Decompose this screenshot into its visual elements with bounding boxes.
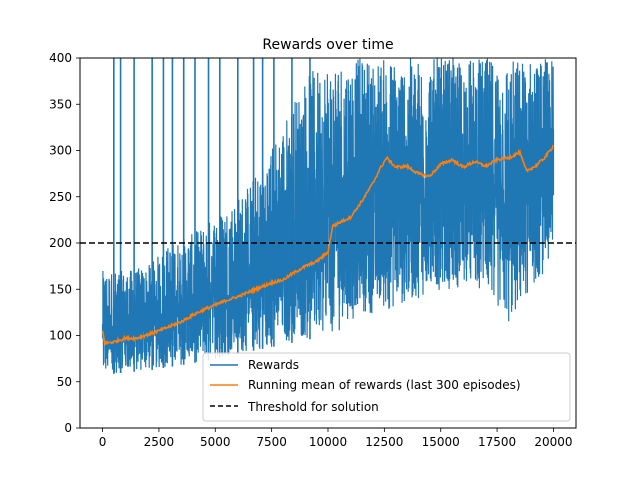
series-running-mean-line [101, 144, 555, 347]
x-tick-label: 15000 [422, 435, 460, 449]
plot-area [80, 58, 576, 374]
legend-box [202, 352, 571, 422]
y-tick-label: 100 [49, 329, 72, 343]
x-tick-label: 17500 [478, 435, 516, 449]
x-tick-label: 12500 [365, 435, 403, 449]
x-tick-label: 7500 [256, 435, 287, 449]
y-axis: 0 50 100 150 200 250 300 350 400 [49, 51, 80, 435]
y-tick-label: 250 [49, 190, 72, 204]
legend-label-threshold: Threshold for solution [247, 400, 379, 414]
y-tick-label: 400 [49, 51, 72, 65]
y-tick-label: 300 [49, 144, 72, 158]
y-tick-label: 350 [49, 97, 72, 111]
series-rewards-line [101, 58, 555, 373]
y-tick-label: 50 [57, 375, 72, 389]
x-axis: 0 2500 5000 7500 10000 12500 15000 17500 20000 [99, 428, 573, 449]
x-tick-label: 5000 [200, 435, 231, 449]
legend-label-running-mean: Running mean of rewards (last 300 episod… [248, 378, 521, 392]
x-tick-label: 0 [99, 435, 107, 449]
y-tick-label: 150 [49, 282, 72, 296]
x-tick-label: 20000 [534, 435, 572, 449]
legend: Rewards Running mean of rewards (last 30… [202, 352, 571, 422]
y-tick-label: 200 [49, 236, 72, 250]
y-tick-label: 0 [64, 421, 72, 435]
x-tick-label: 10000 [309, 435, 347, 449]
x-tick-label: 2500 [144, 435, 175, 449]
legend-label-rewards: Rewards [248, 358, 299, 372]
chart-title: Rewards over time [262, 37, 393, 53]
